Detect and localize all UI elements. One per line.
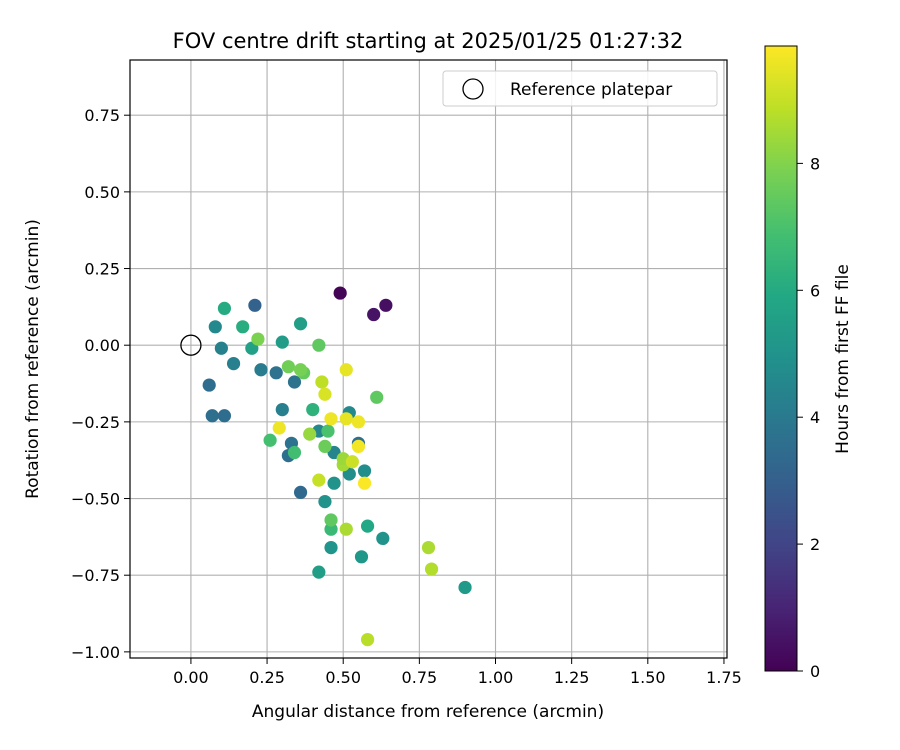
data-point	[318, 387, 332, 401]
data-point	[263, 433, 277, 447]
data-point	[324, 412, 338, 426]
data-point	[293, 363, 308, 377]
data-point	[315, 375, 329, 389]
data-point	[324, 541, 338, 555]
y-tick-label: −0.75	[71, 566, 120, 585]
data-point	[217, 409, 232, 423]
data-point	[205, 409, 219, 423]
data-point	[214, 341, 228, 355]
x-axis-label: Angular distance from reference (arcmin)	[252, 702, 604, 722]
plot-frame	[129, 59, 728, 659]
data-points	[202, 286, 472, 647]
x-tick-label: 0.25	[249, 668, 285, 687]
x-tick-label: 1.00	[478, 668, 514, 687]
data-point	[357, 464, 372, 478]
data-point	[226, 357, 241, 371]
data-point	[287, 375, 302, 389]
data-point	[333, 286, 347, 300]
data-point	[251, 332, 265, 346]
data-point	[360, 633, 375, 647]
data-point	[367, 307, 381, 322]
colorbar-tick-label: 0	[810, 662, 820, 681]
x-tick-label: 0.75	[402, 668, 438, 687]
colorbar-label: Hours from first FF file	[833, 264, 853, 454]
legend-box	[442, 70, 718, 107]
colorbar-gradient	[764, 45, 798, 672]
grid	[130, 60, 727, 658]
data-point	[370, 390, 384, 404]
y-tick-label: 0.25	[84, 260, 120, 279]
colorbar: 0 2 4 6 8 Hours from first FF file	[764, 45, 853, 681]
data-point	[339, 363, 353, 377]
data-point	[318, 439, 332, 453]
data-point	[351, 439, 366, 453]
x-tick-label: 1.50	[630, 668, 666, 687]
colorbar-tick-label: 6	[810, 281, 820, 300]
data-point	[345, 455, 359, 469]
data-point	[327, 476, 341, 490]
data-point	[208, 320, 222, 334]
y-tick-label: 0.75	[84, 106, 120, 125]
data-point	[318, 495, 332, 509]
y-tick-label: −0.50	[71, 490, 120, 509]
data-point	[254, 363, 268, 377]
data-point	[339, 412, 353, 426]
data-point	[354, 550, 369, 564]
data-point	[303, 427, 317, 441]
x-tick-label: 0.00	[173, 668, 209, 687]
data-point	[424, 562, 439, 576]
data-point	[248, 298, 262, 312]
x-tick-label: 1.25	[554, 668, 590, 687]
data-point	[324, 522, 338, 536]
y-tick-label: −1.00	[71, 643, 120, 662]
legend: Reference platepar	[442, 70, 718, 107]
data-point	[357, 476, 372, 490]
x-tick-label: 0.50	[325, 668, 361, 687]
data-point	[293, 485, 308, 499]
reference-platepar-marker	[180, 334, 202, 356]
data-point	[312, 338, 326, 352]
y-tick-label: 0.50	[84, 183, 120, 202]
data-point	[217, 301, 232, 315]
data-point	[202, 378, 216, 392]
data-point	[236, 320, 250, 334]
data-point	[275, 403, 289, 417]
data-point	[360, 519, 375, 533]
y-axis-ticks: 0.75 0.50 0.25 0.00 −0.25 −0.50 −0.75 −1.00	[71, 106, 130, 662]
data-point	[312, 473, 326, 487]
data-point	[351, 415, 366, 429]
data-point	[281, 360, 295, 374]
colorbar-ticks: 0 2 4 6 8	[797, 154, 820, 681]
data-point	[275, 335, 289, 349]
y-tick-label: −0.25	[71, 413, 120, 432]
colorbar-tick-label: 4	[810, 408, 820, 427]
colorbar-tick-label: 2	[810, 535, 820, 554]
data-point	[269, 366, 283, 380]
x-tick-label: 1.75	[706, 668, 742, 687]
legend-marker-icon	[462, 78, 484, 100]
x-axis-ticks: 0.00 0.25 0.50 0.75 1.00 1.25 1.50 1.75	[173, 658, 742, 687]
data-point	[339, 522, 353, 536]
data-point	[421, 541, 436, 555]
chart-title: FOV centre drift starting at 2025/01/25 …	[173, 29, 684, 53]
data-point	[458, 580, 472, 595]
data-point	[379, 298, 393, 312]
y-tick-label: 0.00	[84, 336, 120, 355]
data-point	[306, 403, 320, 417]
legend-entry-label: Reference platepar	[510, 80, 672, 100]
data-point	[312, 565, 326, 579]
data-point	[272, 421, 286, 435]
data-point	[287, 445, 302, 460]
y-axis-label: Rotation from reference (arcmin)	[23, 219, 43, 499]
data-point	[293, 317, 308, 331]
data-point	[324, 513, 338, 527]
data-point	[321, 424, 335, 438]
data-point	[376, 531, 390, 546]
colorbar-tick-label: 8	[810, 154, 820, 173]
